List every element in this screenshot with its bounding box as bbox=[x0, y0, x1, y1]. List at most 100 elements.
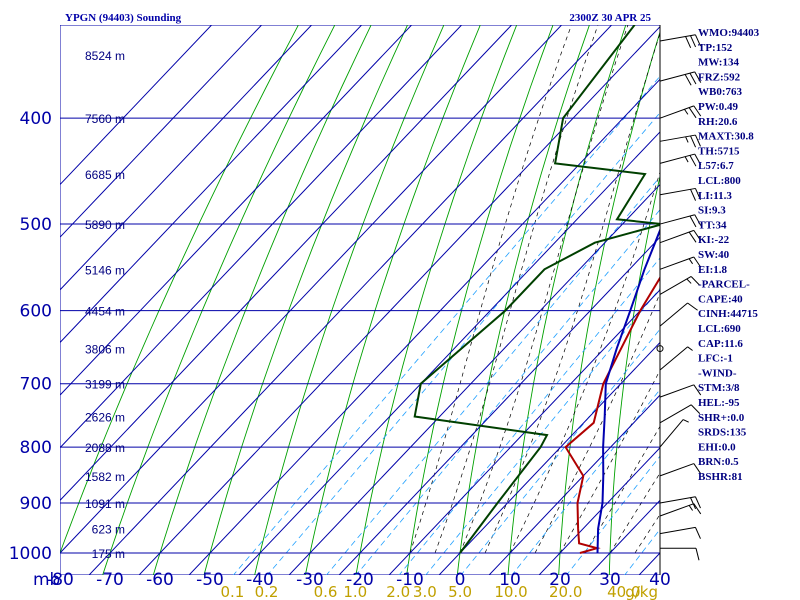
wind-barb-shaft bbox=[659, 34, 696, 42]
index-entry: -PARCEL- bbox=[698, 279, 750, 291]
index-entry: LFC:-1 bbox=[698, 353, 733, 365]
height-label: 3806 m bbox=[85, 343, 125, 357]
isotherm bbox=[338, 236, 660, 575]
wind-barb-half bbox=[686, 278, 692, 284]
wind-barb bbox=[659, 229, 702, 244]
wind-barb-calm bbox=[656, 345, 664, 353]
temperature-tick-label: 10 bbox=[499, 570, 521, 590]
wind-barb bbox=[659, 419, 689, 448]
height-label: 4454 m bbox=[85, 305, 125, 319]
parcel-trace bbox=[596, 227, 660, 554]
index-entry: SI:9.3 bbox=[698, 205, 726, 217]
isotherm bbox=[288, 183, 660, 575]
wind-barb-full bbox=[690, 135, 697, 148]
mixing-ratio-label: 5.0 bbox=[448, 583, 472, 600]
height-label: 175 m bbox=[92, 547, 125, 561]
height-label: 1582 m bbox=[85, 470, 125, 484]
wind-barb bbox=[659, 71, 702, 86]
height-label: 623 m bbox=[92, 523, 125, 537]
index-entry: HEL:-95 bbox=[698, 397, 740, 409]
index-entry: KI:-22 bbox=[698, 234, 730, 246]
wind-barb-full bbox=[693, 463, 702, 475]
height-label: 5890 m bbox=[85, 218, 125, 232]
index-entry: SRDS:135 bbox=[698, 427, 747, 439]
mixing-ratio-label: 40.0 bbox=[607, 583, 640, 600]
mixing-ratio-label: 10.0 bbox=[494, 583, 527, 600]
wind-barb-full bbox=[695, 548, 700, 561]
mixing-ratio-line bbox=[232, 75, 660, 575]
dry-adiabat bbox=[60, 25, 299, 555]
wind-barb-shaft bbox=[659, 105, 694, 119]
wind-barb-shaft bbox=[659, 503, 694, 517]
isotherm bbox=[60, 25, 463, 449]
index-entry: LCL:690 bbox=[698, 323, 741, 335]
wind-barb bbox=[659, 463, 702, 477]
pressure-tick-label: 700 bbox=[20, 375, 52, 395]
height-label: 5146 m bbox=[85, 263, 125, 277]
mixing-ratio-line bbox=[398, 257, 660, 575]
wind-barb-half bbox=[688, 258, 694, 265]
wind-barb-full bbox=[688, 231, 697, 243]
dewpoint-trace bbox=[413, 25, 660, 554]
wind-barb bbox=[659, 34, 701, 49]
isotherm bbox=[388, 289, 660, 575]
wind-barb bbox=[660, 547, 700, 561]
temperature-tick-label: 20 bbox=[549, 570, 571, 590]
wind-barb-shaft bbox=[659, 384, 694, 398]
index-entry: MAXT:30.8 bbox=[698, 131, 754, 143]
height-label: 2626 m bbox=[85, 410, 125, 424]
pressure-tick-label: 900 bbox=[20, 494, 52, 514]
wind-barb bbox=[659, 153, 702, 167]
index-entry: MW:134 bbox=[698, 57, 739, 69]
index-entry: CAPE:40 bbox=[698, 293, 743, 305]
index-entry: TP:152 bbox=[698, 42, 733, 54]
wind-barb-shaft bbox=[659, 71, 695, 82]
height-label: 3199 m bbox=[85, 378, 125, 392]
wind-barb bbox=[659, 105, 702, 119]
index-entry: FRZ:592 bbox=[698, 71, 741, 83]
wind-barb-half bbox=[684, 156, 689, 163]
temperature-tick-label: -10 bbox=[396, 570, 424, 590]
wind-barb-full bbox=[689, 72, 697, 85]
wind-barb bbox=[659, 346, 693, 371]
temperature-tick-label: -40 bbox=[246, 570, 274, 590]
wind-barb-shaft bbox=[659, 404, 692, 424]
isotherm bbox=[88, 25, 613, 575]
wind-barb-shaft bbox=[659, 346, 688, 371]
index-entry: CAP:11.6 bbox=[698, 338, 743, 350]
wind-barb bbox=[659, 187, 701, 201]
mixing-ratio-line bbox=[566, 455, 660, 575]
mixing-ratio-label: 3.0 bbox=[413, 583, 437, 600]
sounding-traces bbox=[413, 25, 660, 554]
isotherm bbox=[60, 25, 563, 554]
index-entry: LI:11.3 bbox=[698, 190, 732, 202]
wind-barbs bbox=[656, 25, 702, 575]
index-entry: SW:40 bbox=[698, 249, 730, 261]
moist-adiabat bbox=[584, 425, 660, 554]
height-label: 7560 m bbox=[85, 112, 125, 126]
wind-barb-shaft bbox=[659, 187, 696, 196]
wind-barb-full bbox=[693, 256, 702, 268]
height-label: 6685 m bbox=[85, 168, 125, 182]
index-entry: -WIND- bbox=[698, 367, 737, 379]
wind-barb bbox=[659, 384, 702, 398]
index-entry: STM:3/8 bbox=[698, 382, 740, 394]
wind-barb-half bbox=[687, 346, 693, 351]
wind-barb-shaft bbox=[659, 153, 695, 164]
wind-barb-full bbox=[690, 404, 701, 415]
wind-barb-full bbox=[693, 105, 702, 117]
wind-barb-full bbox=[688, 107, 697, 119]
wind-barb-shaft bbox=[659, 256, 694, 270]
pressure-tick-label: 400 bbox=[20, 109, 52, 129]
wind-barb bbox=[659, 496, 701, 510]
temperature-tick-label: -20 bbox=[346, 570, 374, 590]
isotherm bbox=[438, 341, 660, 575]
wind-barb-full bbox=[694, 496, 701, 509]
wind-barb-full bbox=[694, 71, 702, 83]
stability-indices: WMO:94403 TP:152 MW:134 FRZ:592 WB0:763 PW:0.… bbox=[698, 27, 760, 483]
wind-barb-half bbox=[688, 505, 694, 511]
index-entry: BRN:0.5 bbox=[698, 456, 739, 468]
mixing-ratio-label: 20.0 bbox=[549, 583, 582, 600]
index-entry: SHR+:0.0 bbox=[698, 412, 745, 424]
